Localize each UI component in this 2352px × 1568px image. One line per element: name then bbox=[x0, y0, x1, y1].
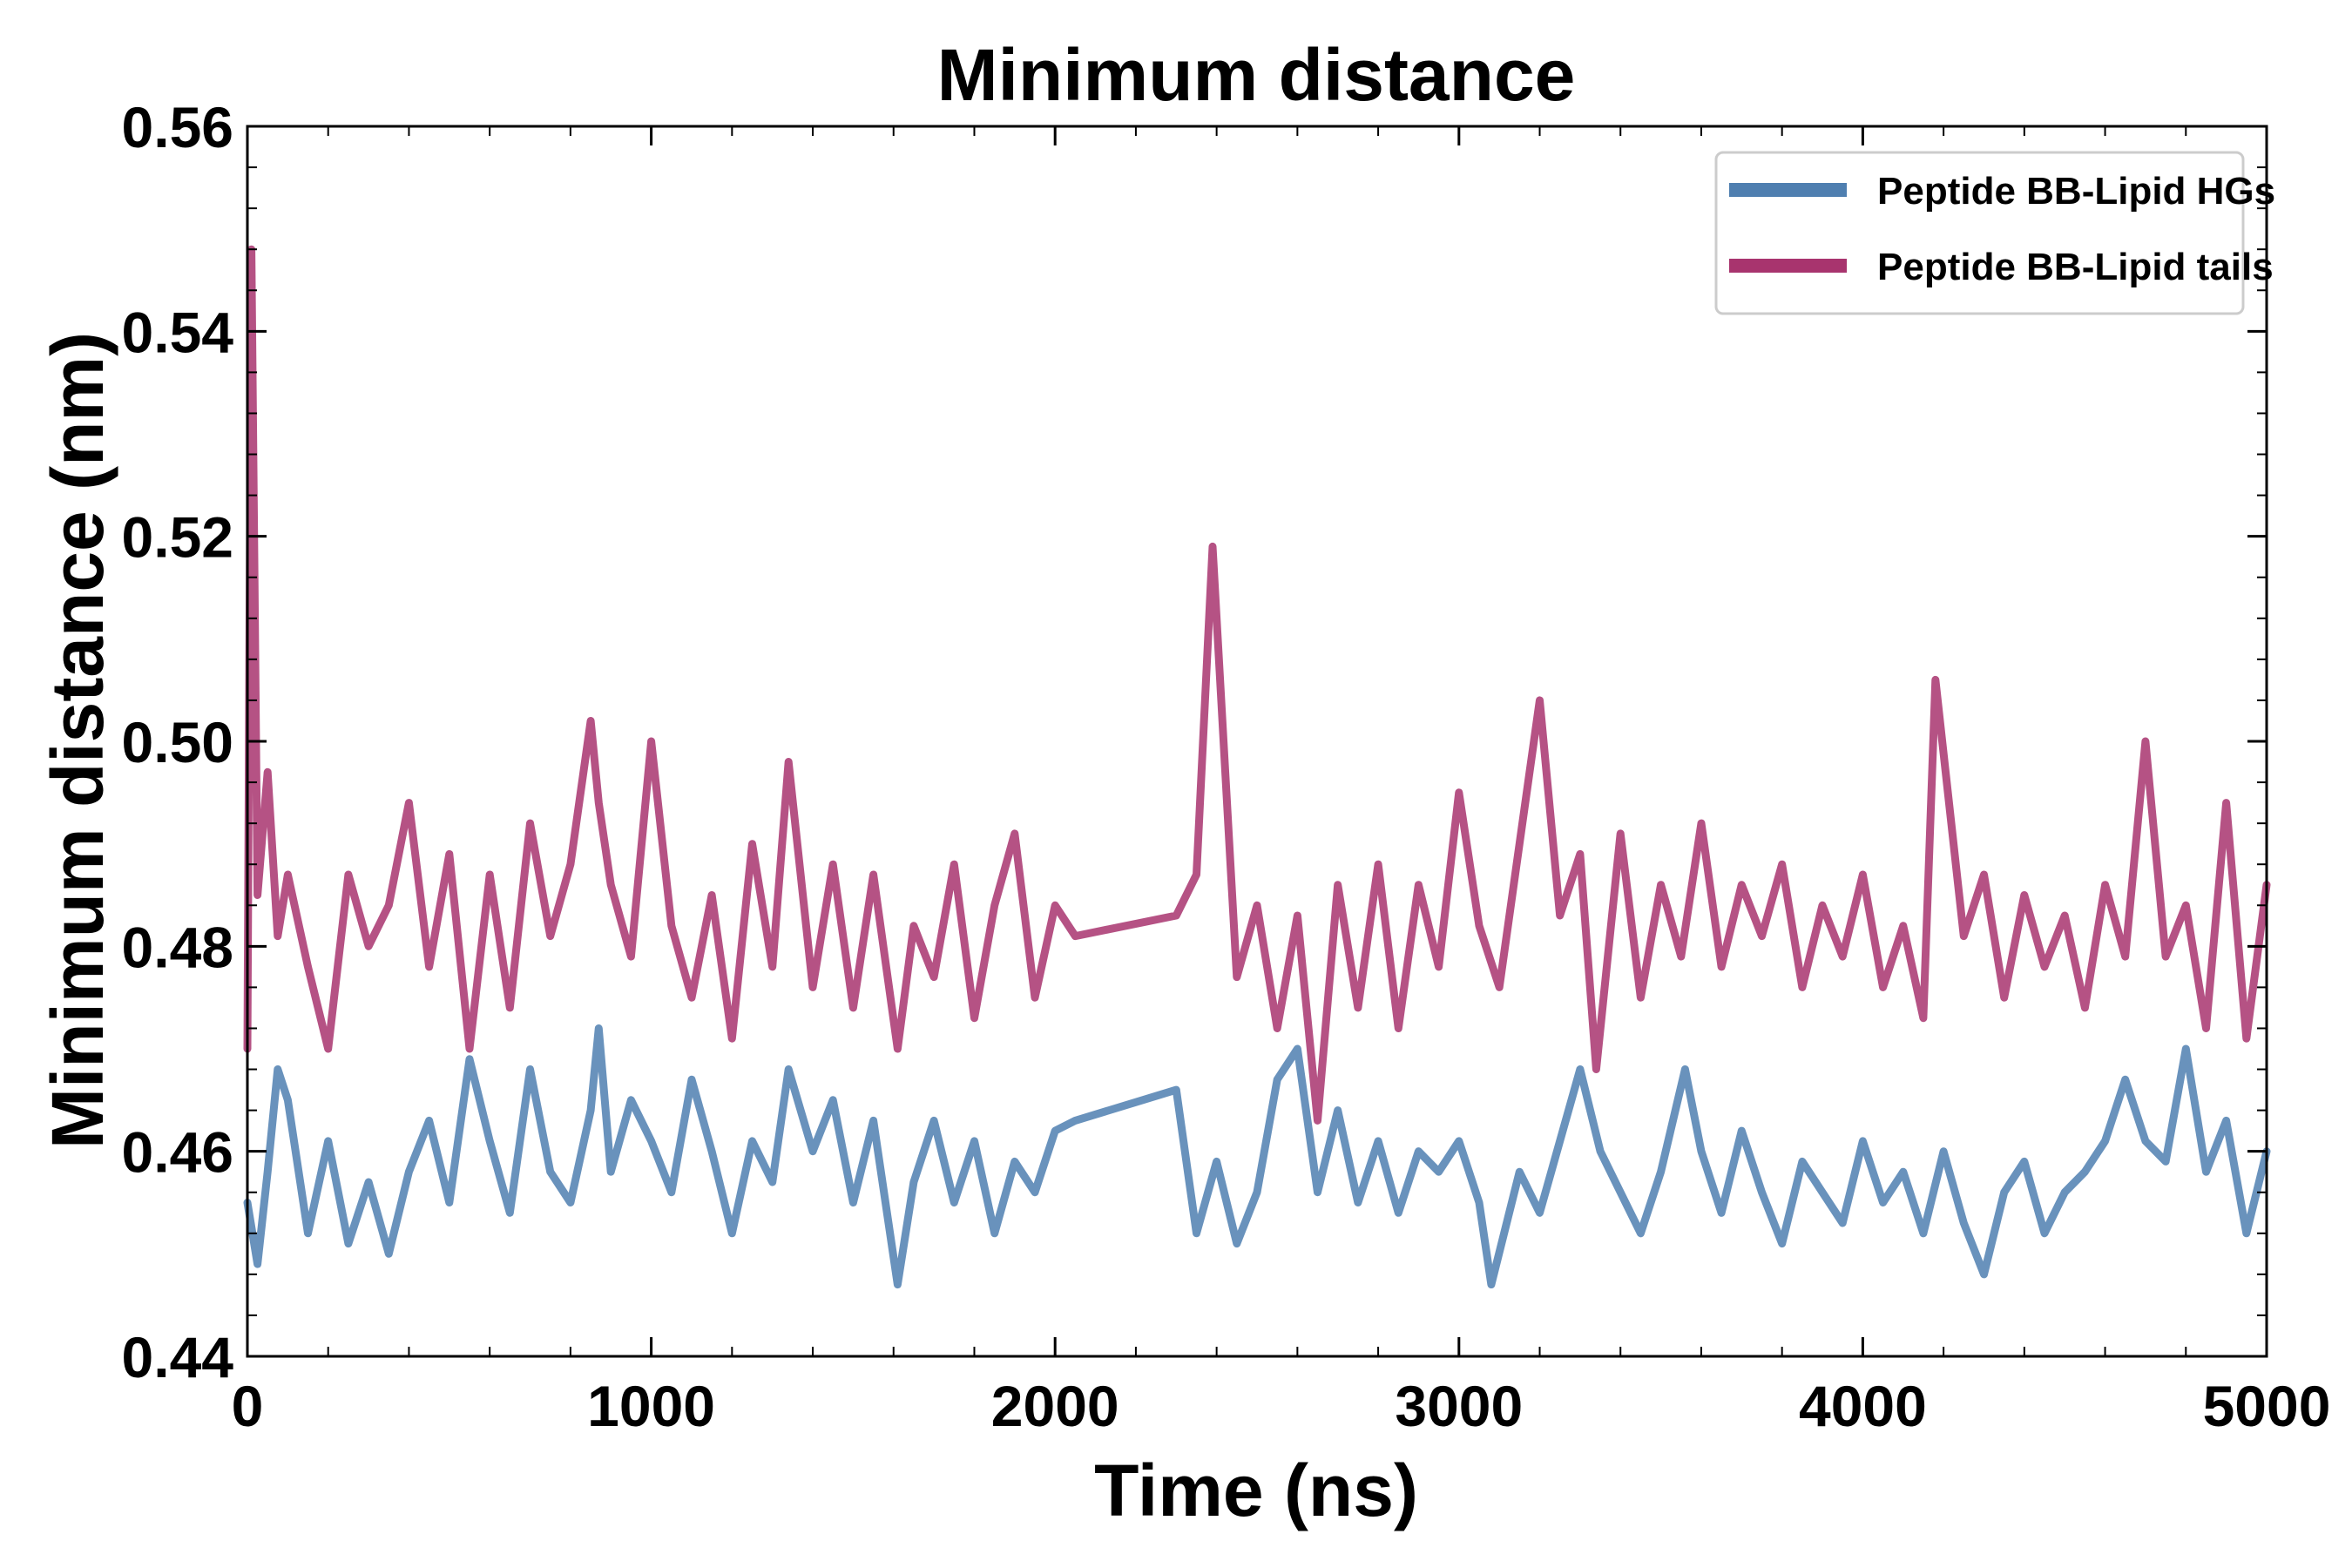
y-tick-label: 0.56 bbox=[122, 95, 233, 159]
x-tick-label: 5000 bbox=[2203, 1374, 2331, 1438]
y-tick-label: 0.52 bbox=[122, 505, 233, 570]
y-tick-label: 0.48 bbox=[122, 915, 233, 979]
series-group bbox=[243, 245, 2271, 1289]
y-tick-label: 0.44 bbox=[122, 1325, 234, 1389]
y-axis-label: Minimum distance (nm) bbox=[37, 332, 118, 1149]
x-tick-label: 3000 bbox=[1395, 1374, 1523, 1438]
series-line-0 bbox=[243, 1024, 2271, 1289]
y-tick-label: 0.54 bbox=[122, 300, 234, 364]
legend-label-hgs: Peptide BB-Lipid HGs bbox=[1877, 170, 2275, 213]
legend-label-tails: Peptide BB-Lipid tails bbox=[1877, 246, 2274, 288]
chart-title: Minimum distance bbox=[937, 34, 1576, 116]
y-tick-label: 0.50 bbox=[122, 710, 233, 774]
series-line-1 bbox=[243, 245, 2271, 1125]
axis-ticks: 0 1000 2000 3000 4000 5000 0.44 0.46 0.48 0.50 0.5… bbox=[122, 95, 2331, 1438]
legend-box bbox=[1714, 151, 2245, 315]
y-tick-label: 0.46 bbox=[122, 1120, 233, 1185]
x-tick-label: 1000 bbox=[587, 1374, 715, 1438]
legend: Peptide BB-Lipid HGs Peptide BB-Lipid ta… bbox=[1714, 151, 2275, 315]
x-axis-label: Time (ns) bbox=[1094, 1450, 1418, 1531]
x-tick-label: 0 bbox=[232, 1374, 264, 1438]
x-tick-label: 2000 bbox=[991, 1374, 1119, 1438]
x-tick-label: 4000 bbox=[1799, 1374, 1927, 1438]
